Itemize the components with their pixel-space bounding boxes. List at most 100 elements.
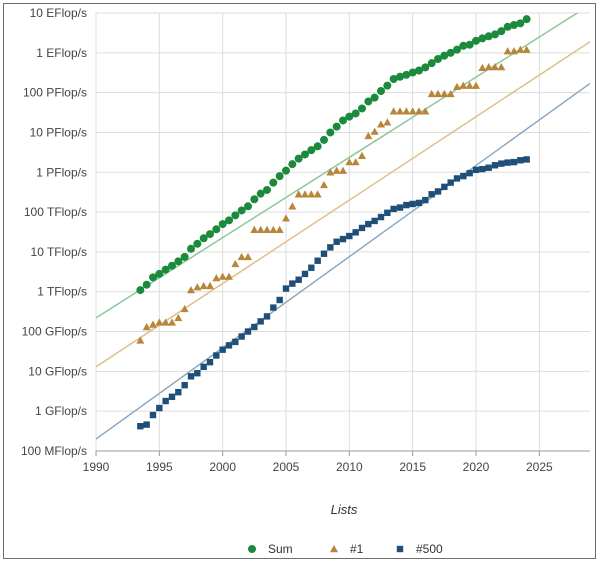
data-point-sum	[446, 48, 455, 57]
data-point-top500	[295, 276, 302, 283]
data-point-sum	[136, 286, 145, 295]
data-point-sum	[288, 160, 297, 169]
data-point-top500	[301, 270, 309, 278]
data-point-top500	[510, 158, 518, 166]
data-point-top1	[478, 63, 487, 72]
data-point-sum	[465, 40, 474, 49]
data-point-sum	[320, 135, 328, 144]
data-point-top500	[314, 257, 321, 264]
trend-lines	[96, 13, 590, 440]
data-point-top500	[460, 172, 467, 180]
data-point-top500	[162, 397, 169, 405]
data-point-top500	[276, 296, 283, 304]
data-point-top500	[441, 183, 448, 191]
data-point-top1	[408, 107, 417, 115]
chart-frame	[3, 3, 596, 559]
data-point-top1	[136, 336, 145, 344]
x-tick-label: 1995	[146, 460, 173, 474]
trend-line-top1	[96, 41, 590, 368]
data-point-sum	[218, 220, 227, 229]
data-point-sum	[180, 252, 189, 261]
data-point-top500	[384, 209, 391, 216]
data-point-top500	[143, 421, 150, 428]
data-point-top1	[161, 318, 170, 326]
data-point-sum	[155, 269, 164, 278]
data-point-top1	[149, 320, 157, 328]
data-point-top1	[142, 323, 151, 331]
data-point-top500	[206, 358, 214, 366]
data-point-sum	[142, 280, 151, 289]
data-point-top500	[498, 160, 505, 167]
data-point-top1	[370, 127, 379, 135]
data-point-top1	[446, 89, 455, 98]
data-point-top1	[294, 190, 303, 198]
data-point-top500	[390, 205, 397, 213]
data-point-top500	[289, 280, 296, 287]
data-point-top500	[479, 165, 486, 173]
y-tick-label: 10 TFlop/s	[31, 245, 87, 259]
data-point-sum	[237, 206, 246, 215]
x-tick-label: 1990	[83, 460, 110, 474]
data-point-sum	[161, 265, 170, 274]
legend-item-top500: #500	[396, 542, 443, 556]
data-point-top500	[282, 285, 290, 292]
data-point-top500	[434, 188, 442, 195]
data-point-sum	[402, 70, 411, 79]
data-point-top500	[447, 179, 454, 186]
data-point-sum	[231, 211, 240, 220]
data-point-top500	[219, 346, 226, 353]
y-tick-label: 100 MFlop/s	[21, 444, 87, 458]
data-point-top500	[409, 200, 416, 208]
x-tick-label: 2015	[399, 460, 426, 474]
data-point-top1	[402, 107, 411, 115]
data-point-top500	[308, 264, 315, 271]
data-point-sum	[168, 261, 176, 270]
x-tick-label: 2005	[273, 460, 300, 474]
data-point-sum	[326, 128, 335, 137]
legend: Sum #1 #500	[248, 542, 443, 556]
data-point-top500	[422, 196, 429, 204]
data-point-top1	[288, 202, 297, 210]
axes: 100 MFlop/s 1 GFlop/s 10 GFlop/s 100 GFlop/…	[21, 6, 590, 474]
data-point-top1	[307, 190, 316, 198]
trend-line-sum	[96, 13, 579, 319]
data-point-sum	[256, 189, 265, 198]
data-point-sum	[301, 150, 309, 159]
data-point-top1	[383, 118, 392, 126]
legend-label: #500	[416, 542, 443, 556]
data-point-sum	[244, 202, 252, 211]
legend-label: #1	[350, 542, 364, 556]
data-point-top500	[517, 157, 524, 164]
data-point-top1	[351, 158, 360, 166]
data-point-top500	[175, 388, 182, 396]
data-point-top500	[396, 204, 404, 211]
data-point-sum	[389, 75, 398, 84]
data-point-top500	[270, 304, 277, 311]
data-point-top500	[358, 224, 366, 232]
data-point-sum	[332, 122, 341, 131]
data-point-top500	[365, 220, 372, 228]
grid	[95, 12, 590, 452]
data-point-top500	[472, 166, 480, 174]
data-point-sum	[427, 59, 436, 68]
data-point-top1	[244, 252, 252, 261]
y-tick-label: 100 PFlop/s	[23, 86, 87, 100]
data-point-top1	[358, 151, 366, 159]
data-point-sum	[434, 54, 442, 63]
data-point-sum	[174, 257, 183, 266]
data-point-top1	[427, 89, 436, 98]
data-point-sum	[421, 63, 430, 72]
data-point-top1	[231, 259, 240, 268]
y-tick-label: 10 EFlop/s	[30, 6, 87, 20]
data-point-top1	[256, 225, 265, 233]
data-point-top1	[434, 89, 442, 98]
x-tick-label: 2020	[463, 460, 490, 474]
data-point-top1	[364, 131, 373, 140]
x-tick-label: 2010	[336, 460, 363, 474]
data-point-top500	[168, 393, 176, 400]
y-tick-label: 1 TFlop/s	[37, 285, 87, 299]
data-point-top500	[257, 318, 264, 325]
data-point-top500	[428, 191, 435, 198]
data-point-sum	[263, 185, 271, 194]
data-point-top1	[275, 225, 284, 233]
